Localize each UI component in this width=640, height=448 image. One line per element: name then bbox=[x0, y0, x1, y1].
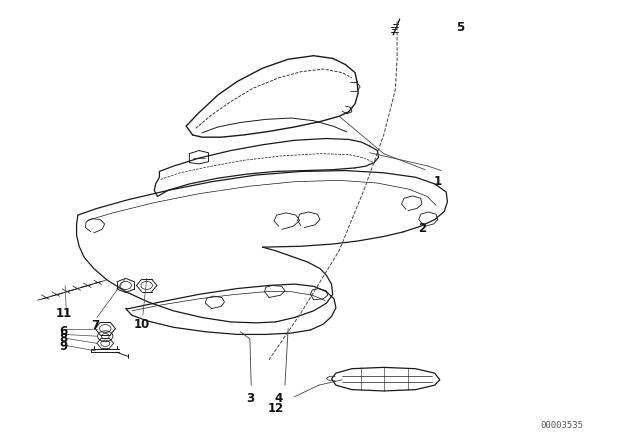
Text: 5: 5 bbox=[456, 21, 464, 34]
Text: 3: 3 bbox=[246, 392, 254, 405]
Text: 6: 6 bbox=[60, 325, 68, 338]
Text: 7: 7 bbox=[92, 319, 100, 332]
Text: 12: 12 bbox=[268, 402, 284, 415]
Text: 9: 9 bbox=[60, 340, 68, 353]
Text: 10: 10 bbox=[134, 318, 150, 331]
Text: 2: 2 bbox=[418, 222, 426, 235]
Text: 1: 1 bbox=[434, 175, 442, 188]
Text: 4: 4 bbox=[275, 392, 283, 405]
Text: 11: 11 bbox=[56, 307, 72, 320]
Text: 8: 8 bbox=[60, 332, 68, 345]
Text: 00003535: 00003535 bbox=[541, 421, 584, 430]
